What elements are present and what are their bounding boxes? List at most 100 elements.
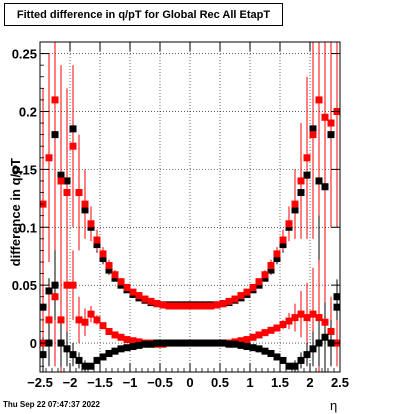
data-point: [63, 189, 71, 197]
data-point: [177, 339, 185, 347]
data-point: [51, 131, 59, 139]
x-tick-label: 1.5: [271, 375, 289, 390]
data-point: [231, 340, 239, 348]
data-point: [45, 154, 53, 162]
data-point: [303, 314, 311, 322]
data-point: [309, 345, 317, 353]
data-point: [183, 339, 191, 347]
chart-title: Fitted difference in q/pT for Global Rec…: [4, 3, 283, 26]
data-point: [279, 241, 287, 249]
data-point: [135, 292, 143, 300]
data-point: [327, 327, 335, 335]
data-point: [279, 356, 287, 364]
data-point: [267, 266, 275, 274]
data-point: [165, 339, 173, 347]
data-point: [39, 303, 47, 311]
data-point: [207, 302, 215, 310]
data-point: [309, 125, 317, 133]
data-point: [255, 278, 263, 286]
data-point: [219, 339, 227, 347]
data-point: [237, 292, 245, 300]
x-tick-label: 2.5: [331, 375, 349, 390]
y-tick-label: 0.15: [12, 162, 37, 177]
data-markers: [39, 96, 341, 370]
data-point: [291, 206, 299, 214]
data-point: [63, 281, 71, 289]
data-point: [303, 351, 311, 359]
data-point: [111, 347, 119, 355]
data-point: [315, 96, 323, 104]
data-point: [171, 302, 179, 310]
data-point: [93, 316, 101, 324]
data-point: [57, 177, 65, 185]
data-point: [129, 288, 137, 296]
data-point: [285, 317, 293, 325]
data-point: [183, 302, 191, 310]
data-point: [153, 300, 161, 308]
x-tick-label: 0: [186, 375, 193, 390]
data-point: [249, 283, 257, 291]
data-point: [75, 316, 83, 324]
data-point: [75, 356, 83, 364]
data-point: [99, 250, 107, 258]
data-point: [153, 339, 161, 347]
data-point: [249, 333, 257, 341]
data-point: [333, 293, 341, 301]
data-point: [255, 331, 263, 339]
grid-lines: [39, 42, 341, 372]
data-point: [51, 96, 59, 104]
data-point: [45, 316, 53, 324]
timestamp: Thu Sep 22 07:47:37 2022: [3, 400, 100, 409]
data-point: [327, 119, 335, 127]
data-point: [171, 339, 179, 347]
data-point: [321, 318, 329, 326]
data-point: [81, 200, 89, 208]
data-point: [207, 339, 215, 347]
data-point: [219, 300, 227, 308]
data-point: [75, 189, 83, 197]
data-point: [87, 220, 95, 228]
data-point: [111, 271, 119, 279]
data-point: [129, 337, 137, 345]
data-point: [99, 255, 107, 263]
data-point: [87, 310, 95, 318]
data-point: [243, 288, 251, 296]
data-point: [297, 356, 305, 364]
x-tick-label: −0.5: [147, 375, 173, 390]
data-point: [51, 293, 59, 301]
x-tick-label: 0.5: [211, 375, 229, 390]
data-point: [177, 302, 185, 310]
data-point: [327, 131, 335, 139]
data-point: [87, 362, 95, 370]
data-point: [189, 339, 197, 347]
y-tick-label: 0.25: [12, 47, 37, 62]
data-point: [291, 362, 299, 370]
data-point: [213, 339, 221, 347]
x-tick-label: −1: [123, 375, 138, 390]
data-point: [69, 281, 77, 289]
data-point: [255, 345, 263, 353]
data-point: [201, 302, 209, 310]
data-point: [303, 171, 311, 179]
data-point: [57, 316, 65, 324]
data-point: [147, 297, 155, 305]
data-point: [99, 353, 107, 361]
data-point: [111, 331, 119, 339]
x-tick-label: −1.5: [87, 375, 113, 390]
data-point: [225, 297, 233, 305]
data-point: [105, 349, 113, 357]
data-point: [321, 183, 329, 191]
data-point: [309, 131, 317, 139]
data-point: [303, 154, 311, 162]
data-point: [45, 287, 53, 295]
data-point: [105, 266, 113, 274]
x-tick-label: 1: [246, 375, 253, 390]
x-tick-label: 2: [306, 375, 313, 390]
data-point: [159, 301, 167, 309]
data-point: [69, 125, 77, 133]
data-point: [57, 339, 65, 347]
x-tick-label: −2: [63, 375, 78, 390]
data-point: [93, 236, 101, 244]
data-point: [237, 341, 245, 349]
